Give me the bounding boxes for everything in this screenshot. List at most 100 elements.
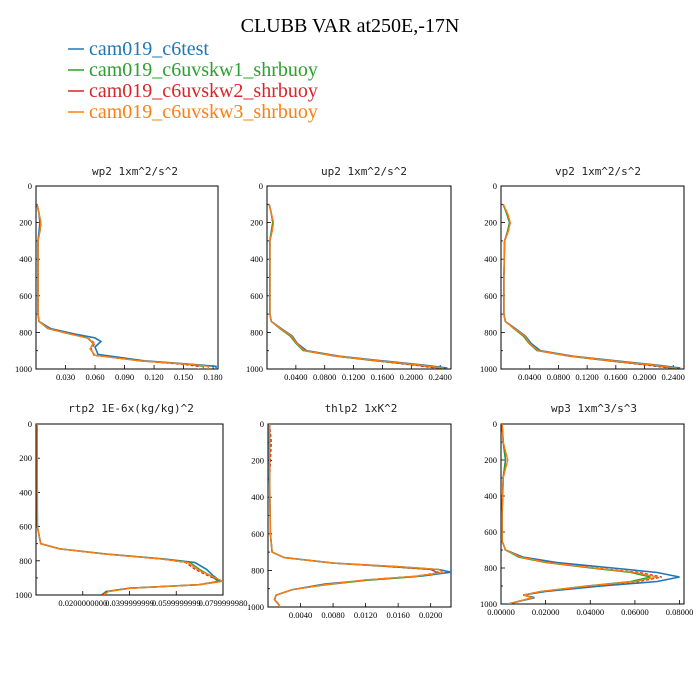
y-tick-label: 1000 — [15, 590, 32, 600]
y-tick-label: 0 — [493, 419, 497, 429]
legend-entry: cam019_c6test — [68, 38, 209, 60]
y-tick-label: 1000 — [480, 599, 497, 609]
legend-label: cam019_c6uvskw1_shrbuoy — [89, 59, 318, 81]
y-tick-label: 0 — [28, 181, 32, 191]
y-tick-label: 1000 — [246, 364, 263, 374]
x-tick-label: 0.00000 — [487, 607, 515, 617]
panel: thlp2 1xK^2 0 200 400 600 800 1000 0.0040 0.0080… — [247, 402, 452, 620]
x-tick-label: 0.1600 — [604, 372, 627, 382]
legend: cam019_c6testcam019_c6uvskw1_shrbuoycam0… — [68, 38, 318, 123]
y-tick-label: 200 — [484, 218, 497, 228]
panel-title: wp3 1xm^3/s^3 — [551, 402, 637, 415]
panel-title: up2 1xm^2/s^2 — [321, 165, 407, 178]
panel-title: vp2 1xm^2/s^2 — [555, 165, 641, 178]
series-line — [36, 424, 223, 595]
plot-frame — [35, 185, 219, 370]
x-tick-label: 0.090 — [115, 372, 134, 382]
y-tick-label: 600 — [251, 529, 264, 539]
x-tick-label: 0.0400 — [518, 372, 541, 382]
x-tick-label: 0.0040 — [289, 610, 312, 620]
x-tick-label: 0.2000 — [400, 372, 423, 382]
y-tick-label: 800 — [19, 556, 32, 566]
series-group — [268, 424, 451, 607]
y-tick-label: 800 — [251, 565, 264, 575]
x-tick-label: 0.2000 — [633, 372, 656, 382]
series-line — [36, 204, 199, 369]
y-tick-label: 600 — [250, 291, 263, 301]
series-line — [268, 424, 442, 607]
y-tick-label: 400 — [484, 491, 497, 501]
series-line — [501, 424, 662, 604]
plot-frame — [267, 423, 452, 608]
x-tick-label: 0.0120 — [354, 610, 377, 620]
series-line — [268, 424, 442, 607]
x-tick-label: 0.0800 — [547, 372, 570, 382]
series-line — [501, 424, 651, 604]
series-line — [501, 424, 680, 604]
y-tick-label: 400 — [19, 487, 32, 497]
series-group — [501, 424, 680, 604]
x-tick-label: 0.0400 — [284, 372, 307, 382]
series-line — [36, 424, 220, 595]
y-tick-label: 600 — [19, 291, 32, 301]
panels: wp2 1xm^2/s^2 0 200 400 600 800 1000 0.030 0.060… — [15, 165, 693, 620]
x-tick-label: 0.1600 — [371, 372, 394, 382]
x-tick-label: 0.0080 — [321, 610, 344, 620]
legend-entry: cam019_c6uvskw2_shrbuoy — [68, 80, 318, 102]
series-line — [268, 204, 437, 369]
legend-label: cam019_c6test — [89, 38, 209, 60]
legend-label: cam019_c6uvskw3_shrbuoy — [89, 101, 318, 123]
y-tick-label: 400 — [251, 492, 264, 502]
x-tick-label: 0.0799999980 — [199, 598, 248, 608]
x-tick-label: 0.0200000000 — [58, 598, 107, 608]
y-tick-label: 0 — [28, 419, 32, 429]
y-tick-label: 400 — [484, 254, 497, 264]
x-tick-label: 0.08000 — [666, 607, 694, 617]
x-tick-label: 0.1200 — [342, 372, 365, 382]
series-line — [502, 204, 677, 369]
series-line — [36, 204, 209, 369]
y-tick-label: 1000 — [247, 602, 264, 612]
panel-title: wp2 1xm^2/s^2 — [92, 165, 178, 178]
legend-entry: cam019_c6uvskw3_shrbuoy — [68, 101, 318, 123]
series-group — [36, 424, 223, 595]
y-tick-label: 0 — [493, 181, 497, 191]
y-tick-label: 200 — [250, 218, 263, 228]
series-line — [502, 204, 670, 369]
y-tick-label: 200 — [19, 453, 32, 463]
x-tick-label: 0.060 — [85, 372, 104, 382]
y-tick-label: 800 — [250, 327, 263, 337]
y-tick-label: 0 — [260, 419, 264, 429]
series-line — [36, 424, 223, 595]
x-tick-label: 0.2400 — [662, 372, 685, 382]
series-line — [268, 424, 445, 607]
panel: wp2 1xm^2/s^2 0 200 400 600 800 1000 0.030 0.060… — [15, 165, 223, 382]
y-tick-label: 600 — [484, 527, 497, 537]
x-tick-label: 0.150 — [174, 372, 193, 382]
series-group — [36, 204, 217, 369]
panel: rtp2 1E-6x(kg/kg)^2 0 200 400 600 800 1000 0.02… — [15, 402, 247, 608]
y-tick-label: 0 — [259, 181, 263, 191]
x-tick-label: 0.2400 — [428, 372, 451, 382]
legend-entry: cam019_c6uvskw1_shrbuoy — [68, 59, 318, 81]
y-tick-label: 800 — [484, 327, 497, 337]
series-line — [268, 204, 444, 369]
y-tick-label: 1000 — [15, 364, 32, 374]
y-tick-label: 600 — [19, 522, 32, 532]
series-line — [502, 204, 674, 369]
panel: up2 1xm^2/s^2 0 200 400 600 800 1000 0.0400 0.08… — [246, 165, 452, 382]
series-group — [268, 204, 448, 369]
series-line — [36, 424, 223, 595]
y-tick-label: 200 — [484, 455, 497, 465]
x-tick-label: 0.06000 — [621, 607, 649, 617]
x-tick-label: 0.180 — [204, 372, 223, 382]
y-tick-label: 1000 — [480, 364, 497, 374]
x-tick-label: 0.0200 — [419, 610, 442, 620]
y-tick-label: 600 — [484, 291, 497, 301]
y-tick-label: 800 — [19, 327, 32, 337]
series-group — [502, 204, 681, 369]
y-tick-label: 400 — [19, 254, 32, 264]
x-tick-label: 0.1200 — [575, 372, 598, 382]
